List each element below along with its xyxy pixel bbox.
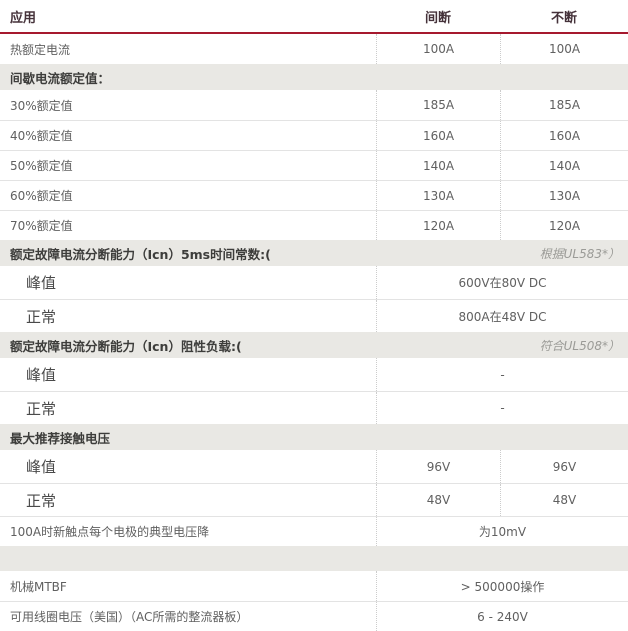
table-row: 60%额定值 130A 130A [0,180,628,210]
value-continuous: 120A [500,211,628,240]
value-merged: > 500000操作 [376,571,628,601]
section-note: 符合UL508*） [539,338,620,353]
value-intermittent: 140A [376,151,500,180]
section-row: 间歇电流额定值： [0,64,628,90]
value-merged: - [376,358,628,391]
value-intermittent: 160A [376,121,500,150]
value-merged: - [376,392,628,424]
value-intermittent: 120A [376,211,500,240]
section-title: 间歇电流额定值： [10,70,111,86]
section-row: 最大推荐接触电压 [0,424,628,450]
row-label: 100A时新触点每个电极的典型电压降 [10,525,210,539]
row-label: 热额定电流 [10,42,71,57]
row-label: 峰值 [26,366,57,384]
row-label: 峰值 [26,458,57,476]
section-note: 根据UL583*） [539,246,620,261]
table-row: 正常 - [0,391,628,424]
value-merged: 800A在48V DC [376,300,628,332]
table-body: 热额定电流 100A 100A 间歇电流额定值： 30%额定值 185A 185A 40%额定… [0,34,628,631]
row-label: 70%额定值 [10,219,73,233]
value-continuous: 160A [500,121,628,150]
header-continuous: 不断 [550,10,577,26]
row-label: 正常 [26,399,57,418]
row-label: 峰值 [26,274,57,292]
section-row: 额定故障电流分断能力（Icn）5ms时间常数:( 根据UL583*） [0,240,628,266]
row-label: 机械MTBF [10,579,67,594]
value-intermittent: 48V [376,484,500,516]
table-row: 30%额定值 185A 185A [0,90,628,120]
section-title: 额定故障电流分断能力（Icn）5ms时间常数:( [10,246,271,262]
value-continuous: 130A [500,181,628,210]
table-row: 正常 48V 48V [0,483,628,516]
value-continuous: 96V [500,450,628,483]
value-merged: 为10mV [376,517,628,546]
table-row: 正常 800A在48V DC [0,299,628,332]
value-continuous: 48V [500,484,628,516]
header-application: 应用 [10,10,37,26]
header-intermittent: 间断 [424,10,451,26]
value-intermittent: 130A [376,181,500,210]
value-merged: 600V在80V DC [376,266,628,299]
row-label: 正常 [26,307,57,326]
row-label: 50%额定值 [10,159,73,173]
table-row: 热额定电流 100A 100A [0,34,628,64]
value-intermittent: 185A [376,90,500,120]
value-continuous: 185A [500,90,628,120]
table-row: 100A时新触点每个电极的典型电压降 为10mV [0,516,628,546]
section-title: 额定故障电流分断能力（Icn）阻性负载:( [10,338,242,354]
value-intermittent: 96V [376,450,500,483]
section-row [0,546,628,571]
table-row: 50%额定值 140A 140A [0,150,628,180]
table-row: 可用线圈电压（美国）（AC所需的整流器板） 6 - 240V [0,601,628,631]
table-row: 40%额定值 160A 160A [0,120,628,150]
table-row: 70%额定值 120A 120A [0,210,628,240]
table-row: 峰值 96V 96V [0,450,628,483]
row-label: 30%额定值 [10,98,73,113]
table-row: 峰值 600V在80V DC [0,266,628,299]
table-row: 机械MTBF > 500000操作 [0,571,628,601]
section-title: 最大推荐接触电压 [10,430,111,446]
row-label: 60%额定值 [10,189,73,203]
row-label: 可用线圈电压（美国）（AC所需的整流器板） [10,610,249,624]
value-continuous: 100A [500,34,628,64]
row-label: 正常 [26,491,57,510]
table-row: 峰值 - [0,358,628,391]
row-label: 40%额定值 [10,129,73,143]
section-row: 额定故障电流分断能力（Icn）阻性负载:( 符合UL508*） [0,332,628,358]
value-intermittent: 100A [376,34,500,64]
table-header-row: 应用 间断 不断 [0,0,628,34]
value-continuous: 140A [500,151,628,180]
value-merged: 6 - 240V [376,602,628,631]
